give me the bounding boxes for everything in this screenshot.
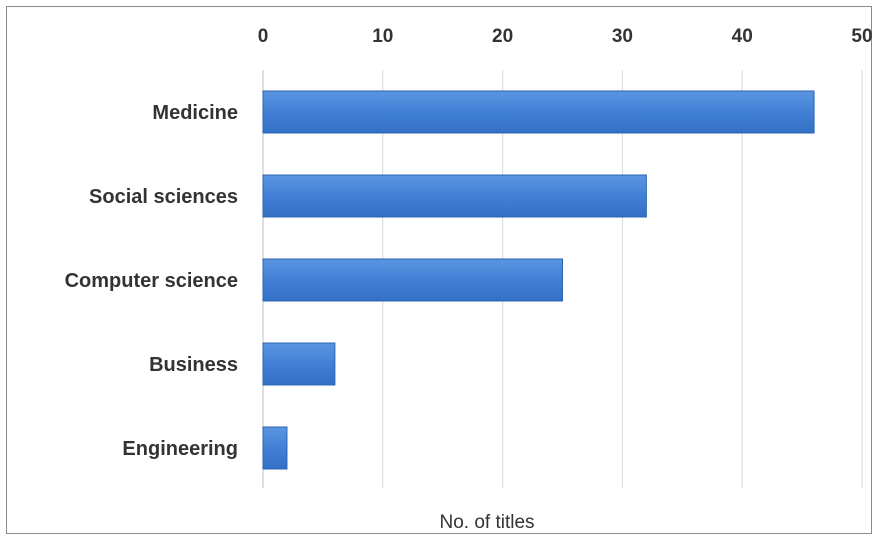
bar-social-sciences xyxy=(262,174,647,218)
category-label-medicine: Medicine xyxy=(152,102,238,124)
category-label-computer-science: Computer science xyxy=(65,270,238,292)
x-tick-label-50: 50 xyxy=(851,26,872,47)
x-tick-label-20: 20 xyxy=(492,26,513,47)
gridlines xyxy=(262,70,863,488)
x-tick-label-30: 30 xyxy=(612,26,633,47)
x-tick-label-10: 10 xyxy=(372,26,393,47)
category-label-business: Business xyxy=(149,354,238,376)
x-axis-label: No. of titles xyxy=(439,512,534,533)
bars xyxy=(262,90,815,470)
bar-medicine xyxy=(262,90,815,134)
category-label-social-sciences: Social sciences xyxy=(89,186,238,208)
bar-business xyxy=(262,342,336,386)
bar-computer-science xyxy=(262,258,563,302)
category-label-engineering: Engineering xyxy=(122,438,238,460)
bar-engineering xyxy=(262,426,288,470)
category-labels: Medicine Social sciences Computer science B… xyxy=(65,102,238,460)
x-tick-label-40: 40 xyxy=(732,26,753,47)
x-tick-labels: 0 10 20 30 40 50 xyxy=(258,26,873,47)
x-tick-label-0: 0 xyxy=(258,26,269,47)
